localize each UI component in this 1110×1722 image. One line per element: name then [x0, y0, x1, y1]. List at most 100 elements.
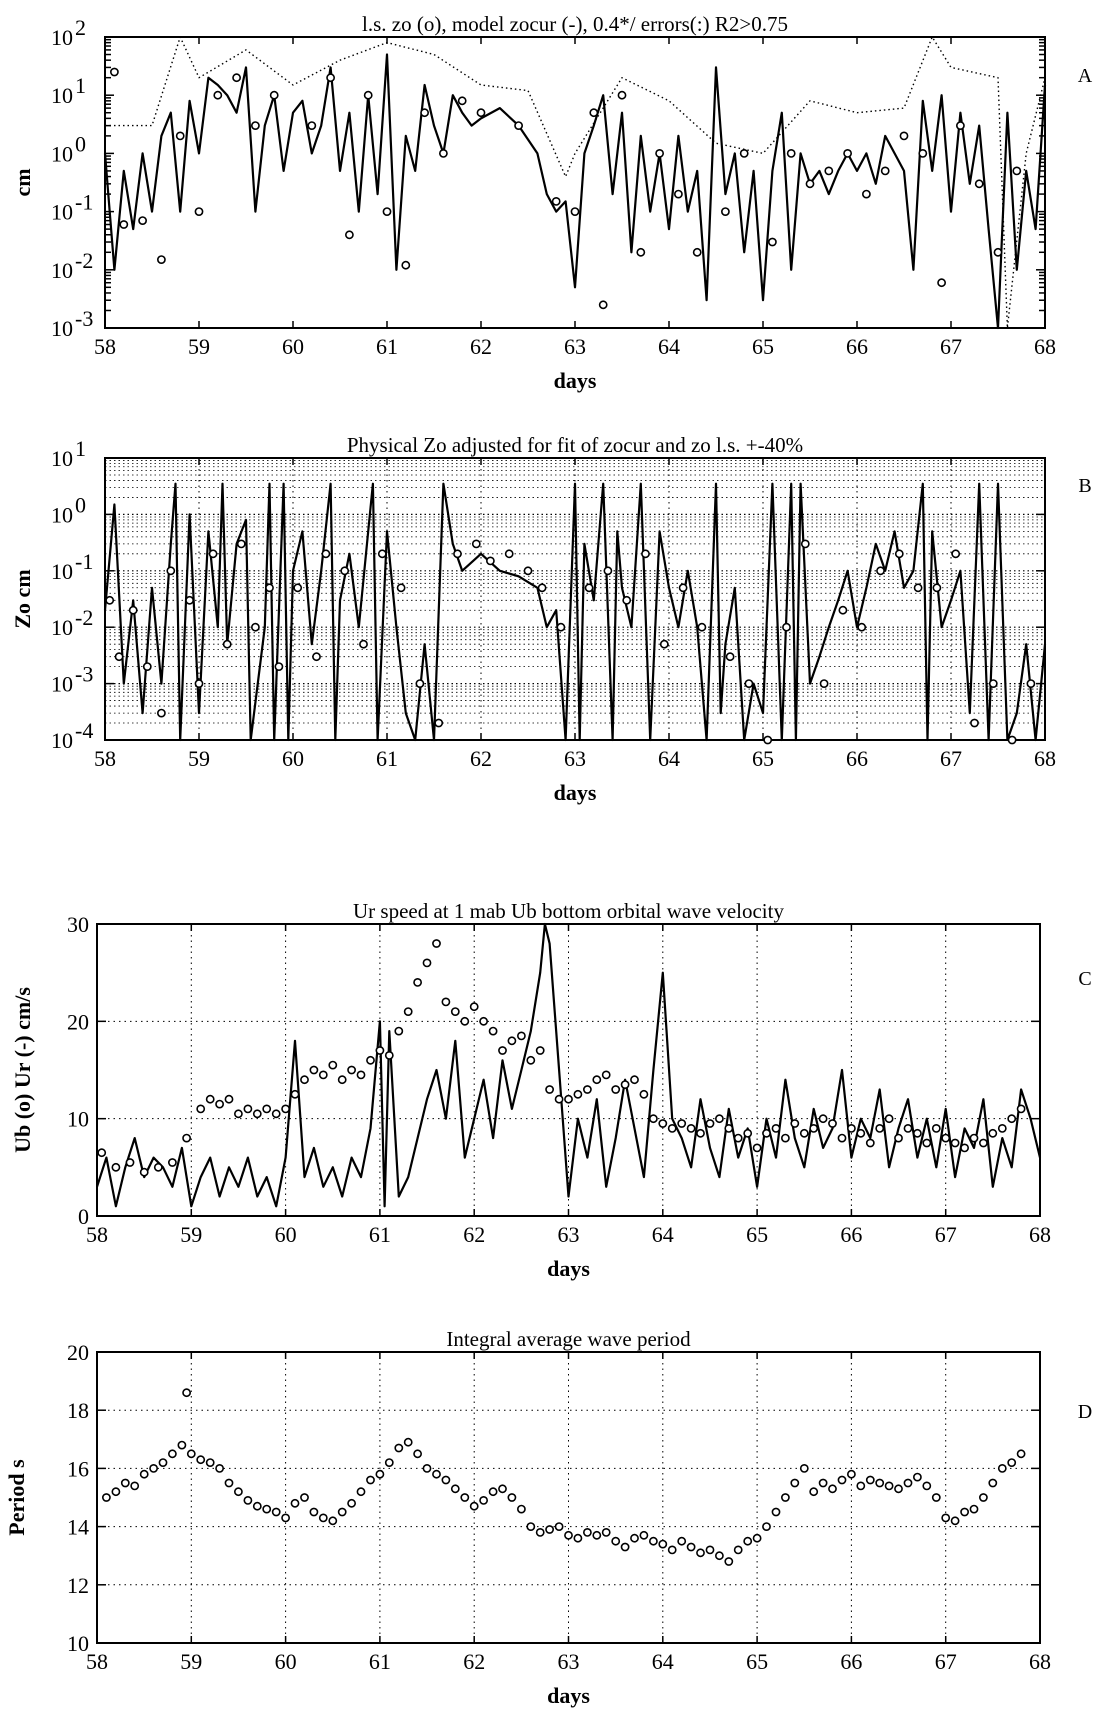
data-point	[620, 1542, 630, 1552]
y-tick-label-exponent: -2	[75, 605, 93, 630]
y-tick-label: 10 2	[51, 15, 86, 50]
data-point	[809, 1124, 819, 1133]
data-point	[847, 1469, 856, 1479]
data-point	[573, 1089, 583, 1099]
data-point	[790, 1119, 800, 1128]
y-tick-label-base: 10	[51, 83, 73, 108]
data-point	[265, 583, 274, 593]
data-point	[139, 1469, 149, 1479]
data-point	[224, 1094, 234, 1104]
data-point	[1016, 1104, 1026, 1114]
data-point	[828, 1484, 837, 1494]
data-point	[884, 1114, 894, 1124]
data-point	[903, 1124, 913, 1133]
data-point	[611, 1536, 621, 1546]
data-point	[818, 1478, 828, 1488]
data-point	[130, 1481, 140, 1491]
data-point	[438, 148, 448, 158]
y-tick-label: 10 -3	[51, 306, 93, 341]
chart-title: Ur speed at 1 mab Ub bottom orbital wave…	[353, 899, 784, 923]
data-point	[771, 1124, 781, 1133]
panel-letter: D	[1078, 1401, 1092, 1423]
data-point	[403, 1437, 413, 1447]
data-point	[862, 189, 871, 199]
x-tick-label: 59	[188, 746, 210, 771]
chart-panel-d: 58 59 60 61 62 63 64 65 66 67 68 10 12 14 16 18 20 Integr…	[4, 1327, 1092, 1708]
data-point	[250, 622, 260, 632]
data-point	[800, 539, 810, 549]
data-point	[293, 583, 303, 593]
data-point	[119, 220, 129, 229]
data-point	[818, 1114, 828, 1124]
data-point	[790, 1478, 800, 1488]
y-tick-label: 10	[67, 1631, 89, 1656]
data-point	[250, 121, 260, 130]
x-axis-label: days	[547, 1256, 590, 1281]
data-point	[142, 662, 152, 671]
data-point	[384, 1051, 394, 1060]
x-tick-label: 60	[282, 334, 304, 359]
data-point	[805, 179, 815, 189]
data-point	[441, 997, 451, 1007]
data-point	[384, 1458, 394, 1467]
x-tick-label: 58	[94, 746, 116, 771]
data-point	[941, 1133, 951, 1143]
x-axis-label: days	[554, 780, 597, 805]
data-point	[639, 1089, 649, 1099]
data-point	[969, 1133, 979, 1143]
x-tick-label: 62	[470, 334, 492, 359]
data-point	[460, 1493, 470, 1502]
grid-lines	[105, 458, 1045, 740]
data-point	[450, 1484, 460, 1494]
data-point	[696, 1548, 705, 1558]
data-point	[318, 1070, 328, 1080]
data-point	[620, 1080, 630, 1089]
data-point	[913, 1128, 922, 1138]
data-point	[328, 1516, 338, 1526]
data-point	[564, 1530, 573, 1540]
x-tick-label: 68	[1034, 746, 1056, 771]
data-point	[960, 1143, 969, 1153]
data-point	[403, 1007, 413, 1016]
y-axis-label: cm	[10, 168, 35, 196]
data-point	[1007, 1458, 1017, 1467]
data-point	[401, 260, 411, 270]
data-point	[337, 1507, 347, 1517]
data-point	[1016, 1449, 1026, 1459]
data-point	[120, 1478, 130, 1488]
data-point	[677, 1119, 687, 1128]
data-point	[413, 978, 422, 987]
data-point	[692, 247, 702, 257]
y-tick-label-exponent: -1	[75, 190, 93, 215]
data-point	[733, 1545, 743, 1555]
data-point	[705, 1119, 715, 1128]
y-tick-label: 12	[67, 1573, 89, 1598]
data-point	[686, 1124, 696, 1133]
y-tick-label: 16	[67, 1456, 89, 1481]
data-point	[649, 1114, 658, 1124]
data-point	[601, 1070, 611, 1080]
data-point	[300, 1075, 309, 1085]
data-point	[932, 583, 942, 593]
series-markers	[110, 67, 1022, 310]
panel-letter: C	[1078, 968, 1091, 990]
data-point	[744, 679, 754, 688]
plot-frame	[96, 1351, 1041, 1644]
data-point	[114, 652, 124, 662]
data-point	[545, 1525, 554, 1534]
x-tick-label: 60	[275, 1649, 297, 1674]
data-point	[979, 1493, 988, 1502]
series-line	[95, 922, 1042, 1208]
y-tick-label-base: 10	[51, 728, 73, 753]
data-point	[733, 1133, 743, 1143]
data-point	[535, 1528, 545, 1537]
y-tick-label: 30	[67, 912, 89, 937]
data-point	[415, 679, 425, 688]
x-tick-label: 58	[94, 334, 116, 359]
data-point	[488, 1487, 498, 1497]
data-point	[655, 148, 664, 158]
x-tick-label: 61	[369, 1649, 391, 1674]
data-point	[857, 622, 867, 632]
x-tick-label: 59	[188, 334, 210, 359]
x-tick-label: 58	[86, 1222, 108, 1247]
